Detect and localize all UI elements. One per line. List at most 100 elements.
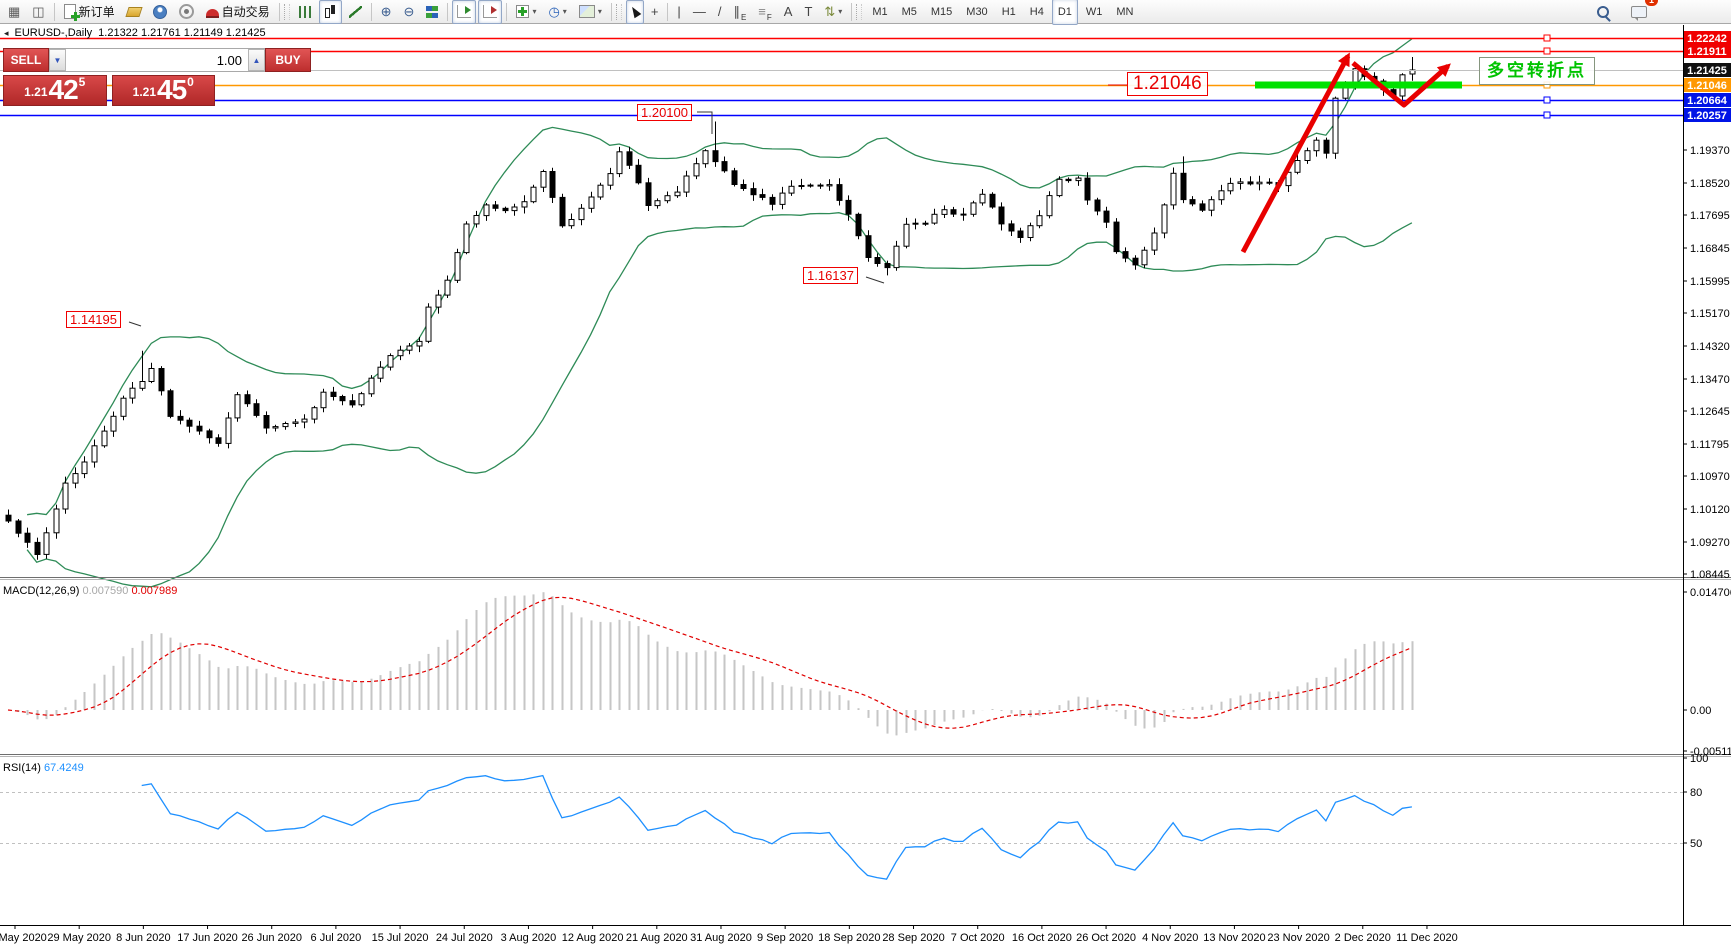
drawn-objects[interactable]	[128, 52, 1462, 327]
date-tick: 31 Aug 2020	[690, 932, 752, 944]
level-line-handle[interactable]	[1543, 111, 1551, 119]
eraser-icon[interactable]	[122, 0, 146, 24]
candlestick-chart-button[interactable]	[318, 0, 342, 24]
bar-chart-button[interactable]	[294, 0, 317, 24]
fibonacci-button[interactable]: ≡ F	[753, 0, 776, 24]
buy-price-display[interactable]: 1.21 45 0	[111, 75, 215, 106]
timeframe-button-m5[interactable]: M5	[901, 5, 917, 18]
tick-chart-icon-icon: ◫	[32, 4, 45, 19]
turning-point-annotation[interactable]: 多空转折点	[1479, 57, 1595, 85]
sell-button[interactable]: SELL	[3, 48, 49, 72]
vertical-line-button[interactable]: |	[672, 0, 685, 24]
eraser-icon-icon	[124, 6, 143, 17]
news-icon-icon	[178, 4, 194, 19]
level-line-handle[interactable]	[1543, 47, 1551, 55]
tile-windows-button[interactable]	[421, 0, 443, 24]
price-scale-flag-1.20664	[1684, 93, 1731, 107]
svg-text:100: 100	[1690, 753, 1708, 765]
cursor-button[interactable]	[625, 0, 644, 24]
notifications-button[interactable]: 1	[1626, 0, 1658, 24]
cursor-icon	[628, 4, 642, 19]
macd-pane-label: MACD(12,26,9) 0.007590 0.007989	[3, 585, 177, 597]
date-tick: 11 Dec 2020	[1396, 932, 1458, 944]
zoom-out-button[interactable]: ⊖	[399, 0, 420, 24]
timeframe-button-d1[interactable]: D1	[1051, 0, 1078, 25]
templates-icon	[578, 5, 595, 18]
new-order-icon	[63, 4, 80, 21]
line-chart-button[interactable]	[344, 0, 367, 24]
svg-text:1.19370: 1.19370	[1690, 145, 1730, 157]
price-scale-flag-1.21911	[1684, 44, 1731, 58]
text-button[interactable]: A	[779, 0, 798, 24]
templates-button[interactable]: ▾	[574, 0, 607, 24]
date-tick: 6 Jul 2020	[311, 932, 362, 944]
main-toolbar: ▦ ◫ 新订单 自动交易 ⊕ ⊖ ▾ ◷ ▾ ▾ + | — / ∥ E ≡ F A T ⇅ ▾ M1 M5 M15 M30 H1 H…	[0, 0, 1731, 25]
notifications-icon	[1631, 5, 1647, 21]
price-scale-flag-1.21425	[1684, 63, 1731, 77]
chart-shift-button[interactable]	[452, 0, 477, 24]
bollinger-bands	[26, 38, 1413, 588]
equidistant-channel-button[interactable]: ∥ E	[728, 0, 751, 24]
date-tick: 4 Nov 2020	[1142, 932, 1198, 944]
volume-increase-button[interactable]: ▲	[248, 49, 265, 71]
price-annotation-1.21046[interactable]: 1.21046	[1127, 72, 1208, 96]
timeframe-button-m15[interactable]: M15	[930, 5, 953, 18]
timeframe-button-h1[interactable]: H1	[1001, 5, 1016, 18]
auto-scroll-icon	[483, 5, 498, 18]
level-line-handle[interactable]	[1543, 34, 1551, 42]
timeframe-button-h4[interactable]: H4	[1029, 5, 1044, 18]
search-button[interactable]	[1592, 0, 1614, 24]
svg-text:-0.005113: -0.005113	[1690, 746, 1731, 758]
price-annotation-1.16137[interactable]: 1.16137	[803, 267, 858, 284]
trend-arrow[interactable]	[1240, 52, 1351, 254]
volume-decrease-button[interactable]: ▼	[49, 49, 66, 71]
volume-input[interactable]	[66, 49, 248, 71]
auto-scroll-button[interactable]	[478, 0, 503, 24]
bar-chart-icon	[298, 5, 312, 18]
timeframe-button-m1[interactable]: M1	[872, 5, 888, 18]
svg-text:1.18520: 1.18520	[1690, 178, 1730, 190]
autotrading-icon	[205, 9, 219, 18]
chart-window-icon[interactable]: ▦	[3, 0, 25, 24]
zoom-in-button[interactable]: ⊕	[376, 0, 397, 24]
level-line-handle[interactable]	[1543, 96, 1551, 104]
sell-price-big: 42	[48, 74, 79, 105]
crosshair-button[interactable]: +	[646, 0, 664, 24]
buy-price-pip: 0	[187, 75, 194, 89]
date-tick: 13 Nov 2020	[1203, 932, 1265, 944]
autotrading-button[interactable]: 自动交易	[201, 0, 275, 24]
periods-button[interactable]: ◷ ▾	[543, 0, 571, 24]
horizontal-line-button[interactable]: —	[688, 0, 711, 24]
profiles-icon[interactable]	[148, 0, 172, 24]
horizontal-level-lines[interactable]	[0, 34, 1683, 119]
search-icon	[1597, 5, 1609, 18]
timeframe-button-mn[interactable]: MN	[1116, 5, 1134, 18]
buy-button[interactable]: BUY	[265, 48, 311, 72]
price-scale-flag-1.21046	[1684, 78, 1731, 92]
arrows-button[interactable]: ⇅ ▾	[819, 0, 847, 24]
new-order-button[interactable]: 新订单	[59, 0, 120, 24]
add-indicator-button[interactable]: ▾	[511, 0, 541, 24]
sell-price-display[interactable]: 1.21 42 5	[3, 75, 107, 106]
date-tick: 8 Jun 2020	[116, 932, 170, 944]
date-tick: 20 May 2020	[0, 932, 47, 944]
price-annotation-1.20100[interactable]: 1.20100	[637, 104, 692, 121]
trend-arrow[interactable]	[1351, 61, 1451, 108]
text-label-button[interactable]: T	[799, 0, 817, 24]
trendline-button[interactable]: /	[713, 0, 727, 24]
timeframe-button-w1[interactable]: W1	[1085, 5, 1103, 18]
zoom-out-icon: ⊖	[403, 4, 415, 19]
svg-text:1.08445: 1.08445	[1690, 569, 1730, 581]
svg-text:1.22242: 1.22242	[1687, 33, 1727, 45]
text-label-icon: T	[804, 4, 813, 19]
notification-count-badge: 1	[1645, 0, 1658, 6]
timeframe-button-m30[interactable]: M30	[966, 5, 988, 18]
price-annotation-1.14195[interactable]: 1.14195	[66, 311, 121, 328]
date-tick: 17 Jun 2020	[177, 932, 238, 944]
annotation-connector	[128, 321, 142, 327]
tick-chart-icon[interactable]: ◫	[27, 0, 49, 24]
news-icon[interactable]	[174, 0, 199, 24]
chart-ohlc-values: 1.21322 1.21761 1.21149 1.21425	[98, 27, 266, 39]
